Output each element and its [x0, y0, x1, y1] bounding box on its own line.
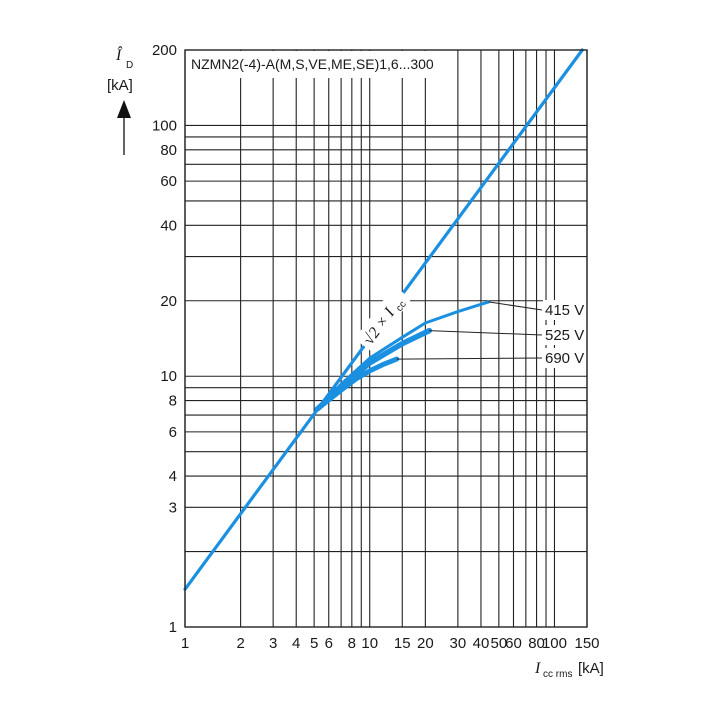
y-axis-label-sub: D [126, 60, 133, 71]
x-tick-label: 60 [505, 635, 522, 652]
series-label-background [543, 348, 587, 368]
y-tick-label: 40 [160, 217, 177, 234]
x-tick-label: 5 [310, 635, 318, 652]
y-tick-label: 60 [160, 173, 177, 190]
y-tick-label: 8 [169, 393, 177, 410]
series-label-background [543, 325, 587, 345]
x-tick-label: 10 [361, 635, 378, 652]
x-tick-label: 40 [473, 635, 490, 652]
x-axis-title: I cc rms [kA] [534, 660, 604, 680]
reference-label-background [354, 285, 412, 353]
leader-line [396, 357, 543, 360]
y-axis-title: Î D [kA] [107, 45, 133, 155]
y-tick-label: 3 [169, 499, 177, 516]
x-tick-label: 4 [292, 635, 300, 652]
series-line-690v [314, 356, 400, 412]
grid [184, 49, 588, 628]
series-label-background [543, 300, 587, 320]
y-tick-label: 20 [160, 293, 177, 310]
x-axis-unit: [kA] [578, 660, 604, 677]
leader-line [488, 301, 543, 311]
x-tick-label: 20 [417, 635, 434, 652]
x-tick-label: 80 [528, 635, 545, 652]
y-tick-label: 4 [169, 468, 177, 485]
x-tick-label: 3 [269, 635, 277, 652]
series-line-415v [315, 300, 491, 411]
legend-leaders [396, 301, 543, 360]
series-label: 690 V [545, 350, 584, 367]
curves [183, 48, 584, 591]
x-tick-label: 6 [325, 635, 333, 652]
x-tick-label: 100 [542, 635, 567, 652]
leader-line [429, 330, 543, 336]
up-arrow-icon [117, 100, 131, 118]
y-tick-label: 10 [160, 368, 177, 385]
y-axis-label: Î [115, 45, 123, 64]
x-tick-label: 15 [394, 635, 411, 652]
y-tick-label: 100 [152, 117, 177, 134]
plot-frame [184, 49, 588, 628]
x-tick-label: 8 [348, 635, 356, 652]
y-axis-unit: [kA] [107, 77, 133, 94]
y-tick-label: 200 [152, 42, 177, 59]
x-tick-label: 2 [236, 635, 244, 652]
series-labels: 415 V 525 V 690 V [543, 300, 587, 368]
x-axis-label: I [534, 660, 541, 677]
chart-title: NZMN2(-4)-A(M,S,VE,ME,SE)1,6...300 [191, 56, 434, 72]
x-tick-label: 30 [450, 635, 467, 652]
x-tick-label: 1 [181, 635, 189, 652]
series-label: 525 V [545, 327, 584, 344]
series-label: 415 V [545, 302, 584, 319]
y-tick-label: 1 [169, 619, 177, 636]
title-box [186, 51, 447, 78]
y-tick-label: 6 [169, 424, 177, 441]
x-axis-label-sub: cc rms [543, 669, 572, 680]
x-tick-label: 50 [491, 635, 508, 652]
y-tick-label: 80 [160, 142, 177, 159]
x-tick-label: 150 [574, 635, 599, 652]
